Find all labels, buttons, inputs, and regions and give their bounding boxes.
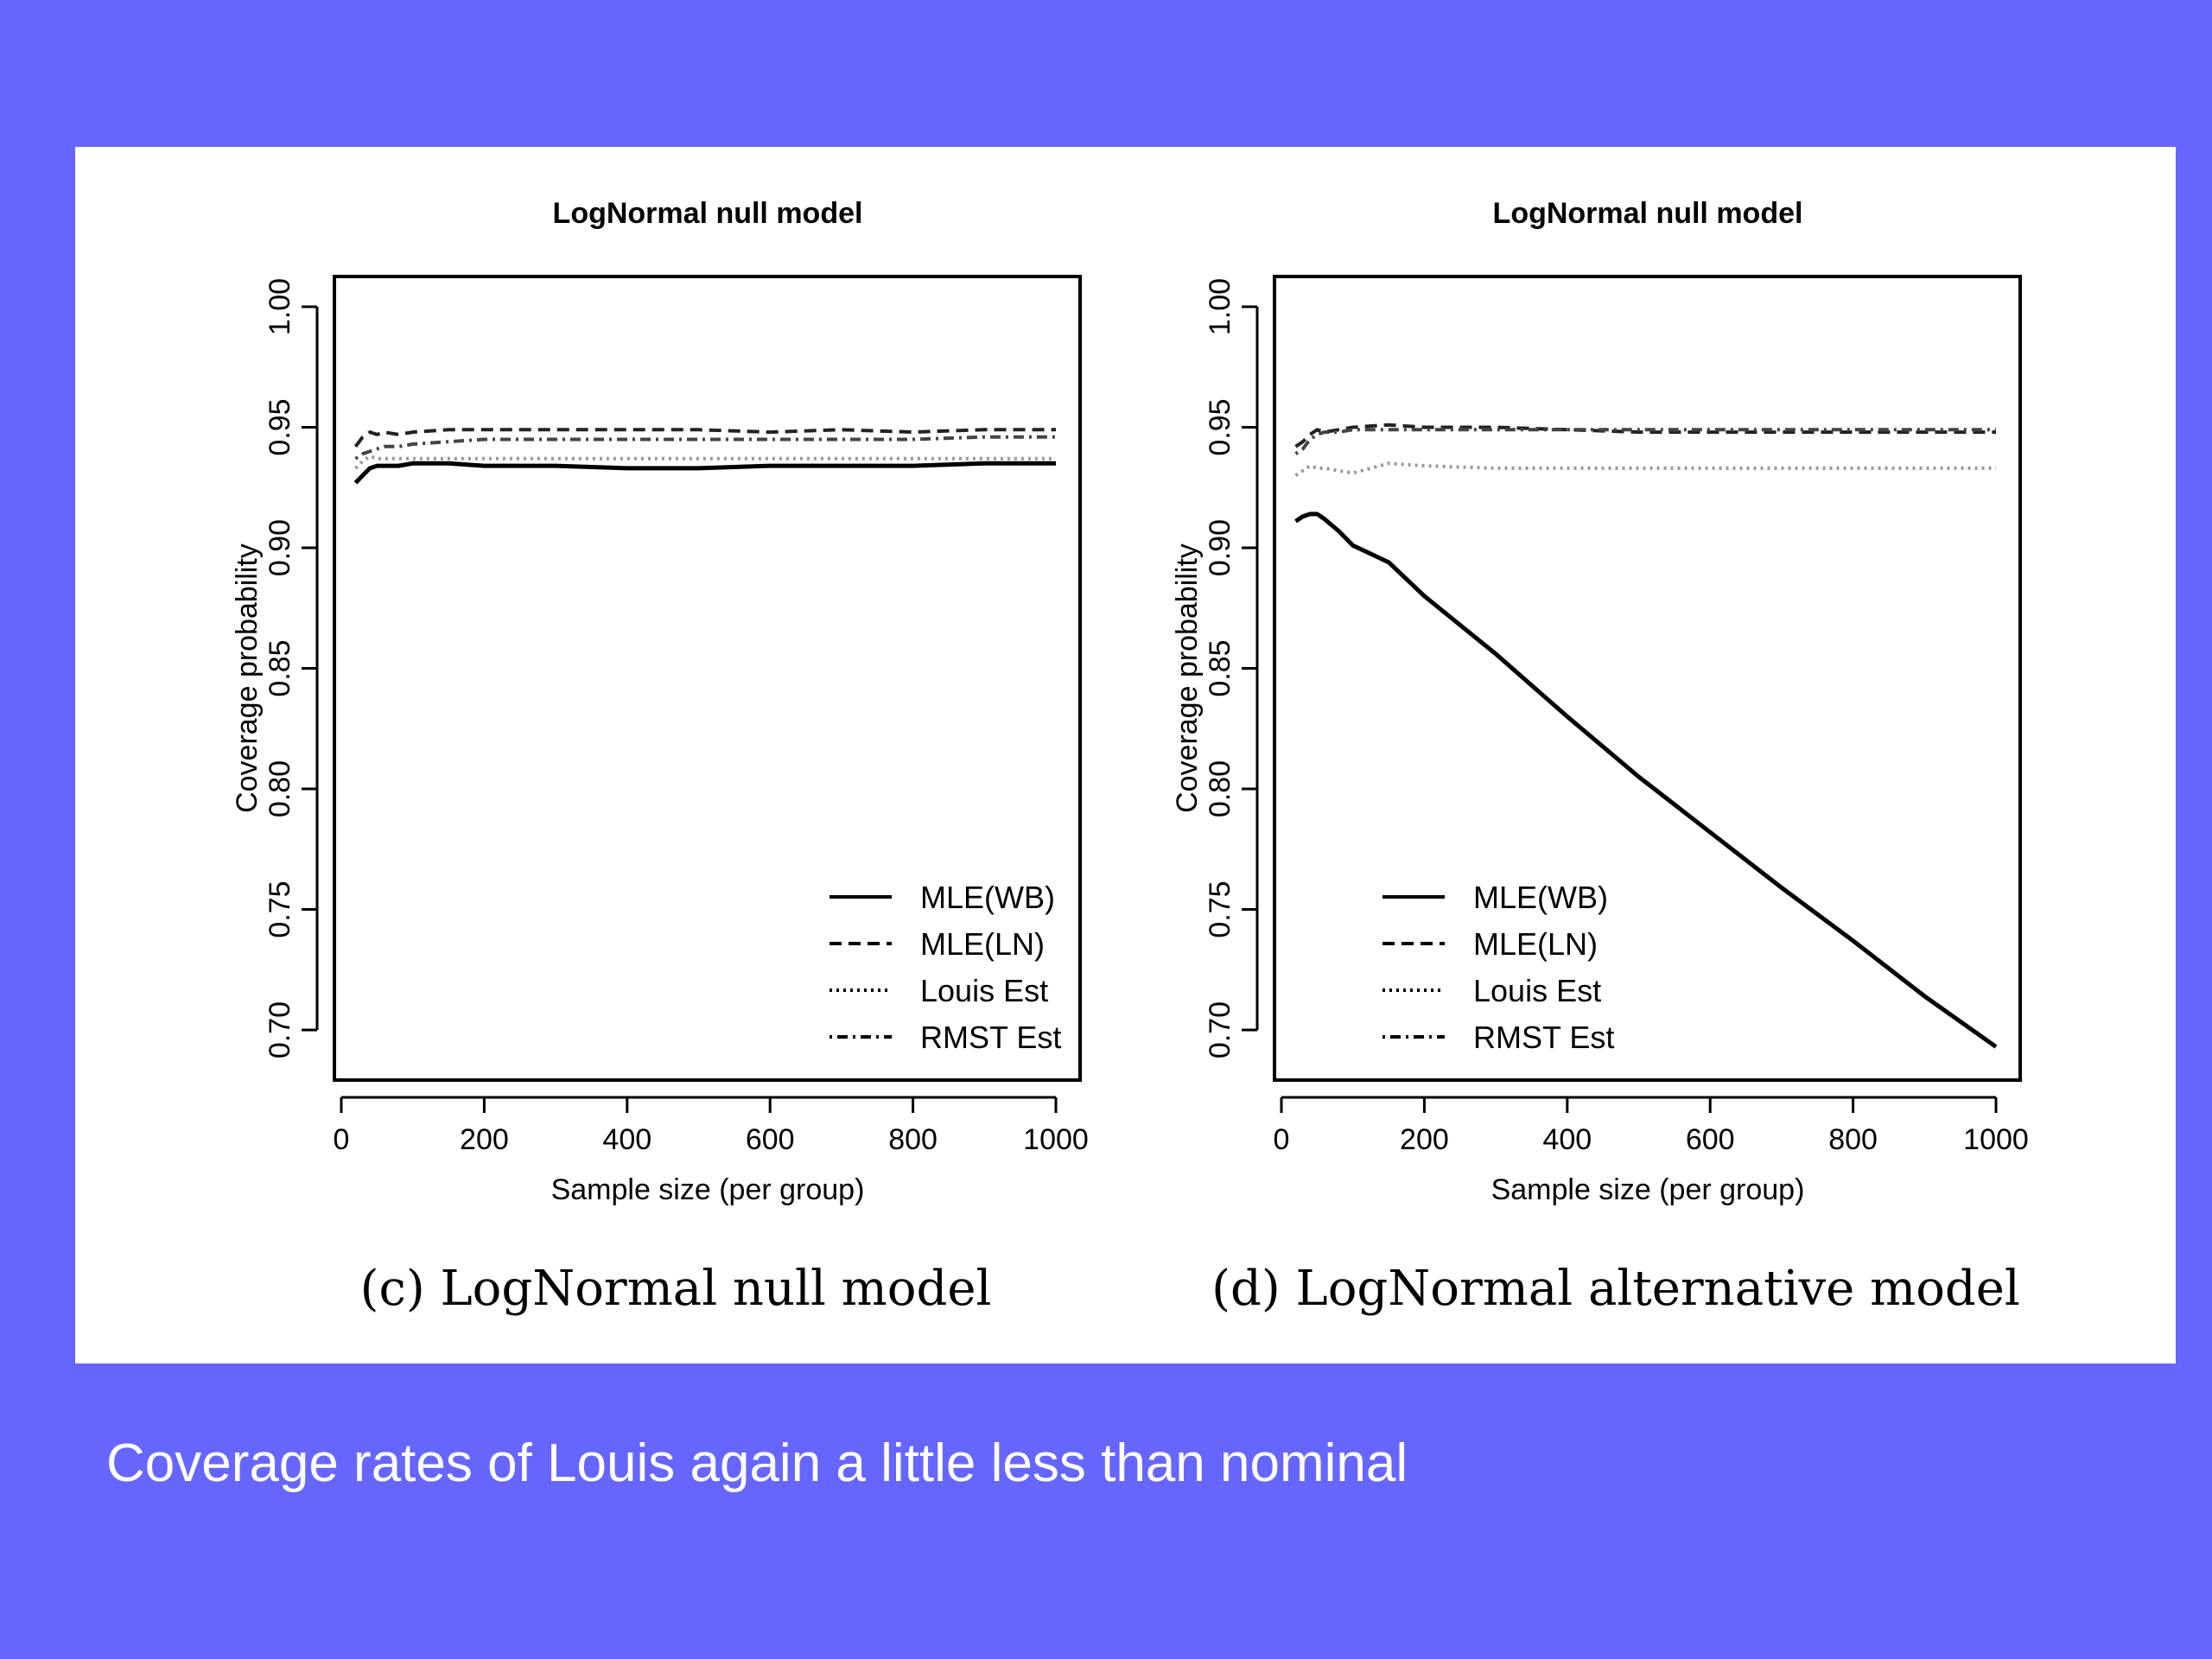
y-tick-label: 0.80 bbox=[264, 760, 296, 817]
y-tick-label: 0.90 bbox=[1204, 519, 1236, 576]
x-tick-label: 200 bbox=[1400, 1123, 1449, 1156]
series-line-mle-wb- bbox=[1294, 512, 1998, 1049]
x-axis-label: Sample size (per group) bbox=[1491, 1173, 1805, 1206]
x-tick-label: 400 bbox=[1542, 1123, 1592, 1156]
legend-label: MLE(WB) bbox=[920, 880, 1055, 915]
y-tick-label: 0.95 bbox=[264, 398, 296, 455]
x-tick-label: 800 bbox=[1828, 1123, 1878, 1156]
x-tick-label: 1000 bbox=[1023, 1123, 1089, 1156]
x-tick-label: 1000 bbox=[1963, 1123, 2029, 1156]
series-line-louis-est bbox=[1294, 461, 1996, 477]
figure-panel: LogNormal null model 0 200 400 600 800 1000 0.7… bbox=[75, 147, 2176, 1363]
legend-label: MLE(WB) bbox=[1473, 880, 1608, 915]
series-line-louis-est bbox=[354, 454, 1056, 470]
y-tick-label: 0.85 bbox=[1204, 639, 1236, 696]
slide-caption: Coverage rates of Louis again a little l… bbox=[106, 1433, 1408, 1493]
chart-title: LogNormal null model bbox=[1493, 197, 1803, 230]
legend-label: Louis Est bbox=[920, 973, 1048, 1008]
legend: MLE(WB) MLE(LN) Louis Est RMST Est bbox=[1382, 880, 1614, 1055]
x-axis-label: Sample size (per group) bbox=[551, 1173, 865, 1206]
chart-panel-0: LogNormal null model 0 200 400 600 800 1000 0.7… bbox=[231, 197, 1089, 1317]
x-tick-label: 800 bbox=[888, 1123, 938, 1156]
y-tick-label: 0.70 bbox=[1204, 1001, 1236, 1058]
x-tick-label: 600 bbox=[1686, 1123, 1735, 1156]
legend-label: RMST Est bbox=[1473, 1020, 1614, 1055]
chart-title: LogNormal null model bbox=[553, 197, 863, 230]
y-axis-label: Coverage probability bbox=[231, 543, 264, 813]
legend-label: Louis Est bbox=[1473, 973, 1601, 1008]
y-tick-label: 0.70 bbox=[264, 1001, 296, 1058]
series-line-mle-ln- bbox=[353, 428, 1056, 448]
subfigure-caption: (c) LogNormal null model bbox=[360, 1261, 992, 1317]
series-line-mle-wb- bbox=[353, 461, 1056, 485]
x-tick-label: 0 bbox=[334, 1123, 350, 1156]
plot-frame bbox=[1273, 275, 2022, 1082]
series-line-rmst-est bbox=[1294, 428, 1996, 455]
y-tick-label: 0.90 bbox=[264, 519, 296, 576]
y-tick-label: 0.75 bbox=[264, 880, 296, 938]
series-line-mle-ln- bbox=[1294, 423, 1996, 448]
y-tick-label: 0.95 bbox=[1204, 398, 1236, 455]
y-tick-label: 0.75 bbox=[1204, 880, 1236, 938]
x-tick-label: 400 bbox=[602, 1123, 652, 1156]
y-tick-label: 0.85 bbox=[264, 639, 296, 696]
subfigure-caption: (d) LogNormal alternative model bbox=[1211, 1261, 2020, 1317]
legend-label: RMST Est bbox=[920, 1020, 1061, 1055]
series-line-rmst-est bbox=[354, 435, 1056, 461]
y-tick-label: 1.00 bbox=[264, 278, 296, 335]
x-tick-label: 600 bbox=[746, 1123, 795, 1156]
legend-label: MLE(LN) bbox=[920, 926, 1045, 962]
plot-frame bbox=[333, 275, 1082, 1082]
chart-figure: LogNormal null model 0 200 400 600 800 1000 0.7… bbox=[231, 197, 2029, 1317]
legend-label: MLE(LN) bbox=[1473, 926, 1598, 962]
y-axis-label: Coverage probability bbox=[1171, 543, 1204, 813]
x-tick-label: 0 bbox=[1274, 1123, 1290, 1156]
x-tick-label: 200 bbox=[460, 1123, 509, 1156]
legend: MLE(WB) MLE(LN) Louis Est RMST Est bbox=[830, 880, 1061, 1055]
y-tick-label: 1.00 bbox=[1204, 278, 1236, 335]
y-tick-label: 0.80 bbox=[1204, 760, 1236, 817]
chart-panel-1: LogNormal null model 0 200 400 600 800 1000 0.7… bbox=[1171, 197, 2029, 1317]
